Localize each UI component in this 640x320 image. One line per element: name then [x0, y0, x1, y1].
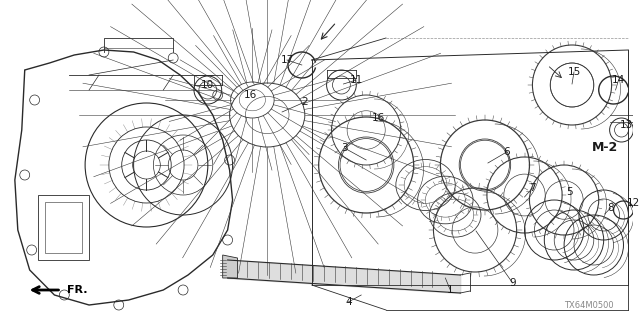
Text: 1: 1 [447, 285, 454, 295]
Text: 11: 11 [349, 75, 363, 85]
Text: 14: 14 [612, 75, 625, 85]
Text: 17: 17 [280, 55, 294, 65]
Text: FR.: FR. [67, 285, 88, 295]
Text: 15: 15 [568, 67, 580, 77]
Text: 12: 12 [627, 198, 640, 208]
Text: 4: 4 [345, 297, 351, 307]
Text: 16: 16 [244, 90, 257, 100]
Text: 7: 7 [529, 183, 536, 193]
Text: M-2: M-2 [592, 141, 618, 154]
Text: 6: 6 [504, 147, 510, 157]
Text: 5: 5 [566, 187, 572, 197]
Text: 8: 8 [607, 203, 614, 213]
Text: 9: 9 [509, 278, 516, 288]
Text: TX64M0500: TX64M0500 [564, 301, 614, 310]
Text: 2: 2 [301, 97, 308, 107]
Text: 13: 13 [620, 120, 633, 130]
Text: 16: 16 [371, 113, 385, 123]
Text: 3: 3 [341, 143, 348, 153]
Text: 10: 10 [201, 80, 214, 90]
Polygon shape [223, 255, 237, 278]
